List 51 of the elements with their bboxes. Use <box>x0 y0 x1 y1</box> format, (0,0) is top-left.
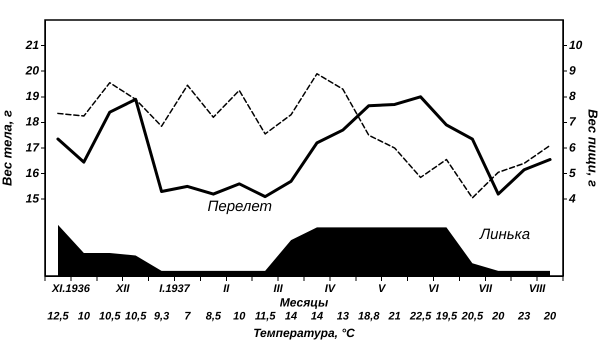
x-tick-label: 11,5 <box>254 310 276 323</box>
text: VI <box>428 283 440 296</box>
x-tick-label: 22,5 <box>408 310 432 323</box>
x-tick-label: 10,5 <box>99 310 122 323</box>
y-tick-label: 20 <box>24 64 40 78</box>
y-tick-label: 21 <box>24 38 40 52</box>
x-tick-label: 18,8 <box>358 310 380 323</box>
x-tick-label: 10 <box>78 310 91 323</box>
y2-tick-label: 6 <box>569 140 576 154</box>
y-tick-label: 15 <box>26 192 40 206</box>
x-tick-label: 7 <box>184 310 192 323</box>
text: VIII <box>528 283 546 296</box>
y2-tick-label: 10 <box>569 38 583 52</box>
text: V <box>378 283 388 296</box>
x-tick-label: 9,3 <box>154 310 170 323</box>
x-tick-label: 20 <box>542 310 558 323</box>
x-tick-label: 12,5 <box>47 310 70 323</box>
text: XI.1936 <box>50 283 91 296</box>
y-tick-label: 16 <box>26 166 40 180</box>
text: IV <box>324 283 337 296</box>
y2-tick-label: 5 <box>569 166 576 180</box>
y2-tick-label: 7 <box>569 114 577 129</box>
annotation: Линька <box>478 226 530 244</box>
x-tick-label: 14 <box>284 310 298 323</box>
x-tick-label: 19,5 <box>436 310 458 323</box>
x-tick-label: 13 <box>336 310 349 323</box>
y2-tick-label: 8 <box>569 89 576 104</box>
text: VII <box>478 283 493 296</box>
text: I.1937 <box>159 283 191 296</box>
y-tick-label: 17 <box>26 140 40 154</box>
x-tick-label: 14 <box>310 310 324 323</box>
x-tick-label: 20 <box>491 310 506 323</box>
x-tick-label: 8,5 <box>206 310 222 323</box>
x-tick-label: 21 <box>388 310 401 323</box>
x-tick-label: 23 <box>517 310 530 323</box>
x-tick-label: 10 <box>233 310 246 323</box>
text: XII <box>114 283 130 296</box>
x-axis-title: Температура, °C <box>253 326 356 340</box>
x-tick-label: 20,5 <box>460 310 484 323</box>
y-tick-label: 19 <box>26 89 40 104</box>
y2-axis-title: Вес пищи, г <box>586 109 600 187</box>
y2-tick-label: 4 <box>568 192 576 206</box>
x-tick-label: 10,5 <box>124 310 148 323</box>
y-axis-title: Вес тела, г <box>0 110 14 186</box>
y2-tick-label: 9 <box>569 64 576 78</box>
text: III <box>274 283 284 296</box>
y-tick-label: 18 <box>26 114 40 129</box>
text: Месяцы <box>280 295 330 310</box>
annotation: Перелет <box>208 198 272 216</box>
line-series <box>57 73 551 199</box>
text: II <box>223 283 230 296</box>
